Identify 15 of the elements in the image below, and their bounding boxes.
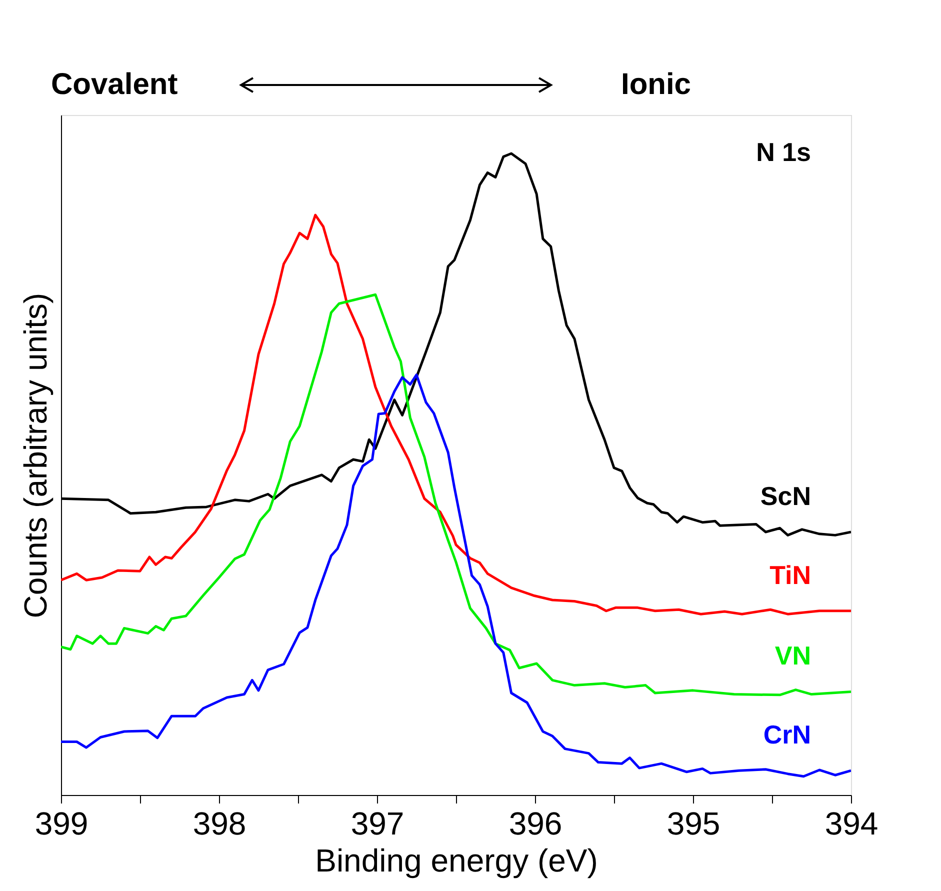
annotation: N 1s [756,137,811,167]
x-tick-label: 398 [192,806,246,842]
x-axis-title: Binding energy (eV) [315,842,598,878]
x-tick-label: 396 [508,806,562,842]
x-tick-label: 399 [34,806,88,842]
x-tick-label: 397 [350,806,404,842]
x-tick-label: 395 [666,806,720,842]
x-tick-label: 394 [824,806,878,842]
series-label: ScN [760,480,811,511]
text: Ionic [620,68,691,101]
y-axis-title: Counts (arbitrary units) [18,292,54,618]
series-label: CrN [763,720,811,750]
series-label: VN [774,640,811,671]
text: Covalent [51,68,178,101]
series-label: TiN [770,560,811,590]
